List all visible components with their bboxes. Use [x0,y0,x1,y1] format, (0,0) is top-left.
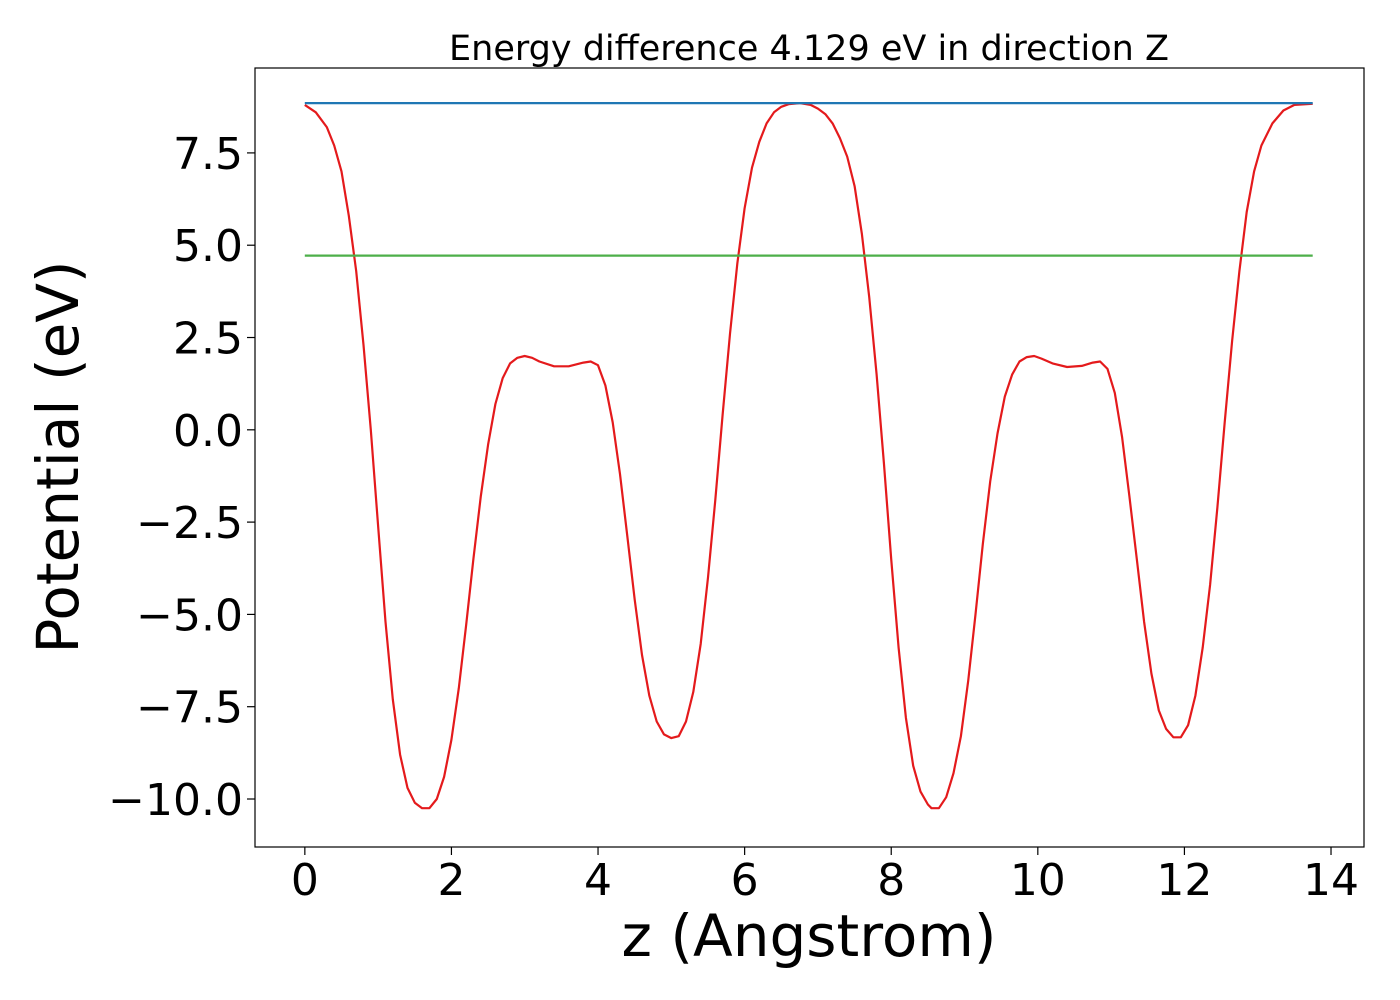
x-tick-label: 2 [437,855,465,906]
y-axis-label: Potential (eV) [24,260,92,653]
x-axis-label: z (Angstrom) [622,902,997,970]
plot-area [254,67,1365,848]
series-line-0 [304,102,1313,810]
x-tick-label: 0 [291,855,319,906]
x-axis: 0 2 4 6 8 10 12 14 [291,847,1359,906]
axes-frame [254,67,1365,848]
y-tick-label: 7.5 [173,129,243,180]
x-tick-label: 14 [1303,855,1359,906]
series-layer [304,102,1313,810]
y-tick-label: 2.5 [173,314,243,365]
x-tick-label: 6 [731,855,759,906]
y-tick-label: −2.5 [136,498,243,549]
y-tick-label: −5.0 [136,590,243,641]
x-tick-label: 10 [1010,855,1066,906]
x-tick-label: 4 [584,855,612,906]
y-tick-label: 0.0 [173,406,243,457]
y-tick-label: 5.0 [173,221,243,272]
y-tick-label: −7.5 [136,683,243,734]
chart-title: Energy difference 4.129 eV in direction … [449,29,1169,69]
x-tick-label: 8 [877,855,905,906]
y-tick-label: −10.0 [108,775,243,826]
y-axis: 7.5 5.0 2.5 0.0 −2.5 −5.0 −7.5 −10.0 [108,129,255,826]
x-tick-label: 12 [1156,855,1212,906]
